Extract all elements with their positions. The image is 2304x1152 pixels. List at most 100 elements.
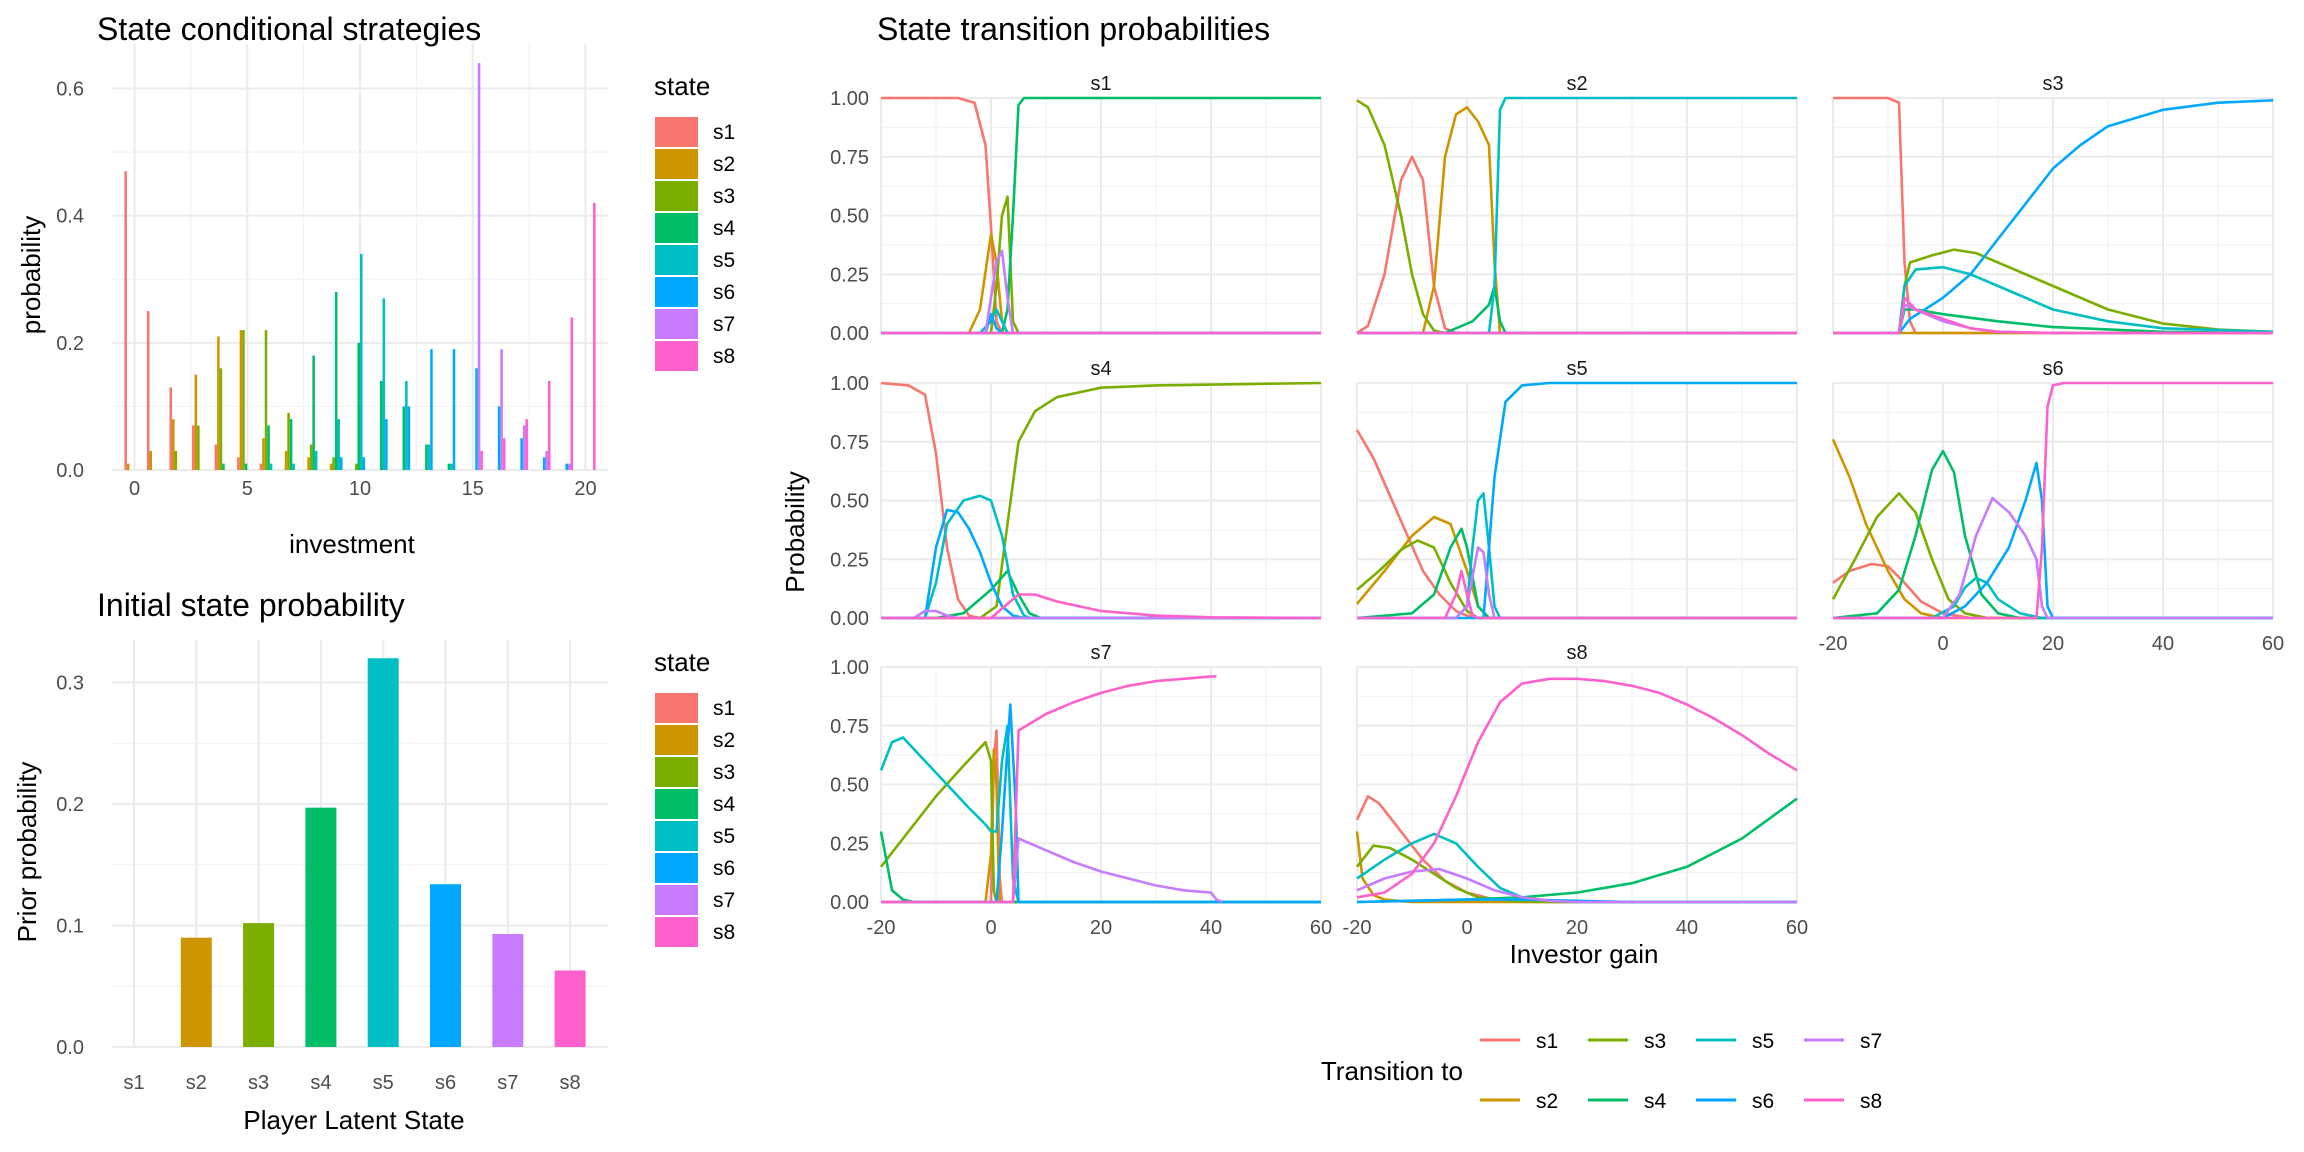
strategies-bar-s3 bbox=[309, 444, 313, 470]
prior-bar-s7 bbox=[492, 934, 524, 1047]
transition-lines bbox=[881, 96, 1321, 335]
strategies-bar-s1 bbox=[237, 457, 240, 470]
prior-legend-key-s7 bbox=[655, 885, 698, 915]
strategies-bar-s1 bbox=[214, 444, 218, 470]
transition-panel-strip: s3 bbox=[2042, 73, 2063, 95]
prior-bar-s2 bbox=[180, 937, 212, 1047]
strategies-x-tick: 20 bbox=[574, 478, 596, 500]
strategies-bar-s5 bbox=[450, 463, 453, 470]
prior-x-tick: s4 bbox=[310, 1072, 331, 1094]
transition-x-tick: 0 bbox=[1461, 917, 1472, 939]
strategies-bar-s4 bbox=[267, 425, 270, 470]
transition-line-s2 bbox=[1355, 831, 1797, 904]
transition-y-tick: 0.50 bbox=[830, 775, 869, 797]
prior-x-tick: s7 bbox=[497, 1072, 518, 1094]
transition-line-s4 bbox=[1356, 527, 1797, 620]
transition-x-tick: 20 bbox=[2042, 633, 2064, 655]
prior-x-tick: s5 bbox=[373, 1072, 394, 1094]
prior-legend-label: s5 bbox=[713, 825, 735, 848]
transition-gridlines bbox=[880, 382, 1322, 619]
transition-lines bbox=[1833, 96, 2274, 335]
strategies-title: State conditional strategies bbox=[97, 11, 481, 47]
transition-line-s3 bbox=[881, 195, 1321, 335]
transition-gridlines bbox=[1356, 97, 1798, 334]
strategies-bar-s3 bbox=[264, 330, 268, 470]
strategies-bar-s2 bbox=[329, 463, 333, 470]
strategies-bar-s5 bbox=[427, 444, 431, 470]
transitions-chart: State transition probabilities Investor … bbox=[780, 11, 2284, 1113]
transition-line-s7 bbox=[1357, 546, 1797, 620]
strategies-bar-s3 bbox=[287, 412, 290, 470]
transition-panel-s1: s1 0.00 0.25 0.50 0.75 1.00 bbox=[830, 73, 1322, 345]
strategies-bar-s8 bbox=[570, 317, 574, 470]
transition-line-s6 bbox=[1833, 99, 2274, 335]
strategies-y-tick: 0.6 bbox=[56, 79, 84, 101]
strategies-bar-s8 bbox=[547, 380, 551, 470]
strategies-bar-s5 bbox=[292, 463, 295, 470]
transition-x-tick: 60 bbox=[1310, 917, 1332, 939]
transition-line-s8 bbox=[881, 675, 1217, 904]
strategies-bar-s3 bbox=[332, 457, 335, 470]
strategies-bar-s2 bbox=[149, 450, 153, 470]
transition-y-tick: 1.00 bbox=[830, 657, 869, 679]
transition-panel-s2: s2 bbox=[1356, 73, 1798, 335]
prior-y-tick: 0.2 bbox=[56, 794, 84, 816]
transition-panel-s6: s6 -20 0 20 40 60 bbox=[1819, 358, 2285, 655]
strategies-bar-s3 bbox=[174, 450, 178, 470]
transition-y-tick: 0.50 bbox=[830, 206, 869, 228]
strategies-legend-label: s4 bbox=[713, 217, 736, 240]
transition-line-s6 bbox=[1833, 461, 2273, 620]
transition-line-s5 bbox=[881, 494, 1321, 620]
strategies-bar-s6 bbox=[385, 419, 388, 470]
strategies-bar-s2 bbox=[284, 450, 288, 470]
strategies-bar-s1 bbox=[124, 171, 127, 470]
transition-x-tick: 20 bbox=[1090, 917, 1112, 939]
strategies-legend-label: s5 bbox=[713, 249, 735, 272]
strategies-bar-s4 bbox=[312, 355, 315, 470]
strategies-bar-s4 bbox=[380, 380, 383, 470]
strategies-bar-s3 bbox=[354, 463, 358, 470]
transition-x-tick: 40 bbox=[2152, 633, 2174, 655]
transition-line-s1 bbox=[1832, 562, 2273, 620]
transition-line-s8 bbox=[1357, 569, 1797, 620]
transitions-legend: s1 s2 s3 s4 s5 s6 s7 s8 bbox=[1480, 1030, 1882, 1113]
transition-panel-strip: s4 bbox=[1090, 358, 1111, 380]
transition-x-tick: -20 bbox=[867, 917, 896, 939]
transition-line-s5 bbox=[879, 724, 1321, 904]
transition-x-tick: -20 bbox=[1819, 633, 1848, 655]
transition-gridlines bbox=[880, 97, 1322, 334]
strategies-x-tick: 0 bbox=[129, 478, 140, 500]
strategies-legend-title: state bbox=[654, 71, 710, 101]
prior-y-tick: 0.3 bbox=[56, 673, 84, 695]
transition-lines bbox=[880, 381, 1322, 620]
transitions-legend-label: s4 bbox=[1644, 1090, 1667, 1113]
strategies-bar-s5 bbox=[405, 380, 408, 470]
transition-line-s3 bbox=[881, 381, 1322, 620]
strategies-bar-s3 bbox=[219, 368, 223, 470]
prior-legend-label: s3 bbox=[713, 761, 735, 784]
strategies-bar-s2 bbox=[126, 463, 130, 470]
transitions-legend-label: s1 bbox=[1536, 1030, 1558, 1053]
prior-legend: s1 s2 s3 s4 s5 s6 s7 s8 bbox=[655, 693, 736, 947]
transition-x-tick: 40 bbox=[1676, 917, 1698, 939]
strategies-y-tick: 0.0 bbox=[56, 460, 84, 482]
strategies-bar-s2 bbox=[307, 457, 310, 470]
strategies-legend-key-s2 bbox=[655, 149, 698, 179]
prior-x-tick: s2 bbox=[186, 1072, 207, 1094]
transition-y-tick: 0.75 bbox=[830, 432, 869, 454]
prior-y-tick: 0.0 bbox=[56, 1037, 84, 1059]
transition-lines bbox=[879, 675, 1321, 904]
strategies-bar-s1 bbox=[146, 311, 150, 470]
strategies-bar-s5 bbox=[314, 450, 318, 470]
transition-y-tick: 0.50 bbox=[830, 491, 869, 513]
prior-legend-label: s4 bbox=[713, 793, 736, 816]
prior-legend-label: s1 bbox=[713, 697, 735, 720]
transitions-legend-title: Transition to bbox=[1321, 1056, 1463, 1086]
strategies-bar-s2 bbox=[239, 330, 243, 470]
strategies-bar-s7 bbox=[522, 425, 526, 470]
transition-line-s3 bbox=[1355, 844, 1797, 904]
transitions-legend-label: s7 bbox=[1860, 1030, 1882, 1053]
strategies-bar-s7 bbox=[500, 349, 503, 470]
strategies-legend-key-s4 bbox=[655, 213, 698, 243]
strategies-bar-s7 bbox=[545, 450, 548, 470]
